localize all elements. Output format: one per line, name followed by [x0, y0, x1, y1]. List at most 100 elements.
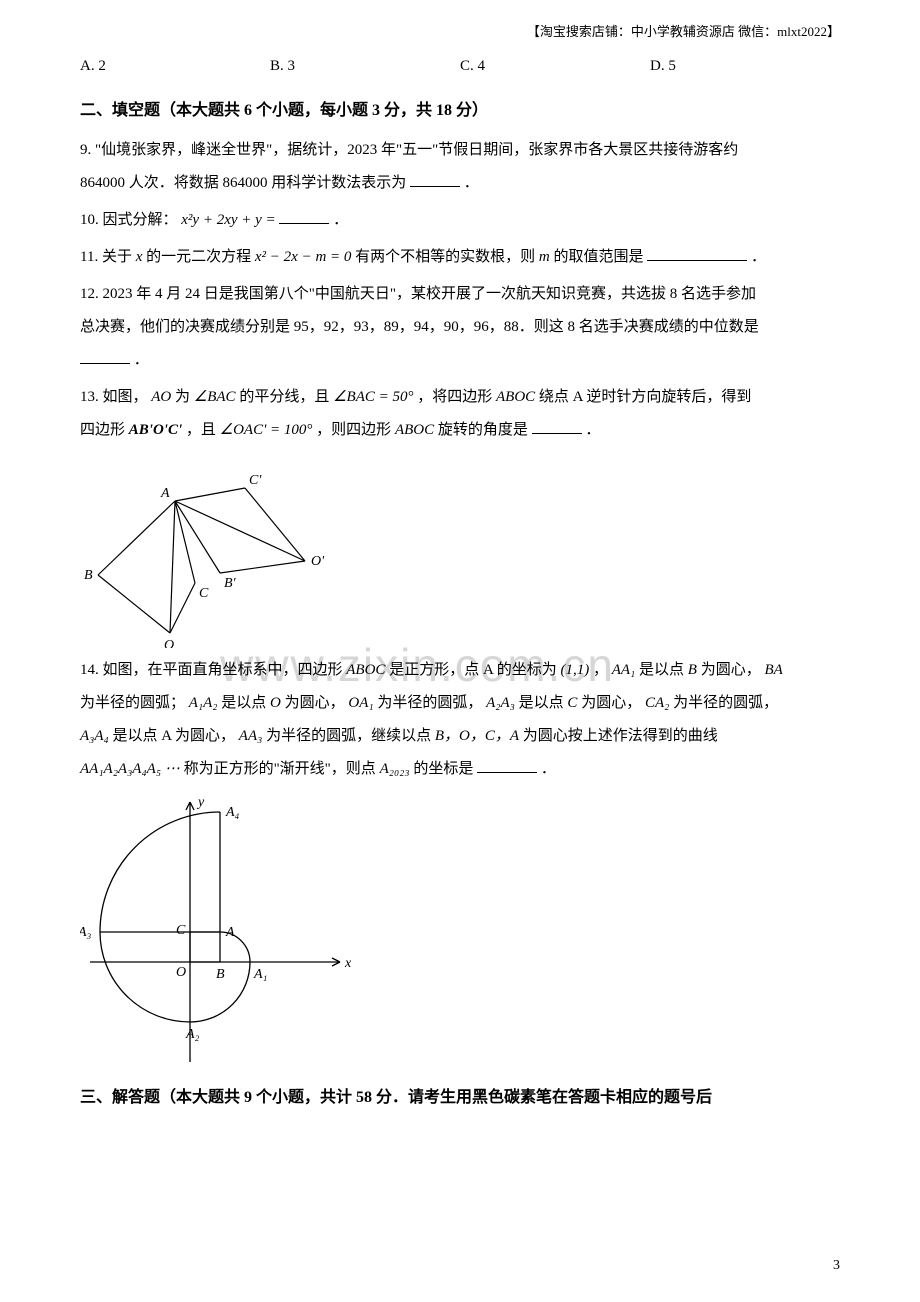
- option-c: C. 4: [460, 50, 650, 83]
- q14-CA2: CA₂: [645, 695, 669, 711]
- q14-p: 的坐标是: [413, 761, 473, 777]
- q13-f: ，且: [186, 422, 220, 438]
- q9-line2b: ．: [464, 175, 479, 191]
- q13-ABOC: ABOC: [496, 389, 535, 405]
- question-9: 9. "仙境张家界，峰迷全世界"，据统计，2023 年"五一"节假日期间，张家界…: [80, 134, 840, 200]
- q13-c: 的平分线，且: [239, 389, 333, 405]
- q13-ABOC3: ABOC: [395, 422, 434, 438]
- svg-text:O: O: [176, 965, 186, 980]
- q10-b: ．: [333, 212, 348, 228]
- q11-d: 的取值范围是: [554, 249, 644, 265]
- section-2-heading: 二、填空题（本大题共 6 个小题，每小题 3 分，共 18 分）: [80, 93, 840, 128]
- q14-e: 为圆心，: [701, 662, 761, 678]
- q14-C: C: [567, 695, 577, 711]
- q14-q: ．: [541, 761, 556, 777]
- q14-AA3: AA₃: [239, 728, 263, 744]
- svg-text:A₁: A₁: [253, 967, 267, 982]
- q14-c: ，: [593, 662, 608, 678]
- q13-g: ，则四边形: [316, 422, 395, 438]
- q14-B: B: [688, 662, 697, 678]
- question-12: 12. 2023 年 4 月 24 日是我国第八个"中国航天日"，某校开展了一次…: [80, 278, 840, 377]
- q10-a: 10. 因式分解：: [80, 212, 178, 228]
- q13-blank: [532, 419, 582, 434]
- q14-O: O: [270, 695, 281, 711]
- page-number: 3: [833, 1251, 840, 1282]
- q13-i: ．: [585, 422, 600, 438]
- header-store-notice: 【淘宝搜索店铺：中小学教辅资源店 微信：mlxt2022】: [527, 18, 840, 47]
- figure-14: xyOABCA₁A₂A₃A₄: [80, 792, 360, 1072]
- q12-line3: ．: [134, 352, 149, 368]
- q14-d: 是以点: [639, 662, 688, 678]
- q13-e: 绕点 A 逆时针方向旋转后，得到: [539, 389, 752, 405]
- q11-expr: x² − 2x − m = 0: [255, 249, 352, 265]
- q13-a: 13. 如图，: [80, 389, 148, 405]
- option-a: A. 2: [80, 50, 270, 83]
- q14-line2a: 为半径的圆弧；: [80, 695, 185, 711]
- q14-b: 是正方形，点 A 的坐标为: [389, 662, 560, 678]
- q14-BA: BA: [764, 662, 782, 678]
- q13-b: 为: [175, 389, 194, 405]
- q11-b: 的一元二次方程: [146, 249, 255, 265]
- svg-text:O': O': [311, 554, 325, 569]
- q14-n: 为圆心按上述作法得到的曲线: [523, 728, 718, 744]
- question-11: 11. 关于 x 的一元二次方程 x² − 2x − m = 0 有两个不相等的…: [80, 241, 840, 274]
- svg-text:C: C: [199, 586, 209, 601]
- q14-arc2: A₁A₂: [189, 695, 218, 711]
- q14-j: 为圆心，: [581, 695, 641, 711]
- q14-OA1: OA₁: [348, 695, 373, 711]
- q9-blank: [410, 172, 460, 187]
- q13-ang2: ∠BAC = 50°: [333, 389, 413, 405]
- q9-line1: 9. "仙境张家界，峰迷全世界"，据统计，2023 年"五一"节假日期间，张家界…: [80, 142, 738, 158]
- q14-blank: [477, 758, 537, 773]
- option-d: D. 5: [650, 50, 840, 83]
- q13-ang3: ∠OAC' = 100°: [220, 422, 313, 438]
- svg-text:A: A: [225, 925, 235, 940]
- svg-text:x: x: [344, 956, 352, 971]
- q13-h: 旋转的角度是: [438, 422, 528, 438]
- q14-o: 称为正方形的"渐开线"，则点: [184, 761, 380, 777]
- q14-ABOC: ABOC: [346, 662, 385, 678]
- q14-pts: B，O，C，A: [435, 728, 519, 744]
- q11-m: m: [539, 249, 550, 265]
- q14-arc4: A₃A₄: [80, 728, 109, 744]
- q10-blank: [279, 209, 329, 224]
- q13-ang: ∠BAC: [194, 389, 236, 405]
- q14-l: 是以点 A 为圆心，: [113, 728, 236, 744]
- q14-f: 是以点: [221, 695, 270, 711]
- q13-d: ，将四边形: [417, 389, 496, 405]
- svg-text:C': C': [249, 473, 262, 488]
- q11-e: ．: [751, 249, 766, 265]
- q9-line2a: 864000 人次．将数据 864000 用科学计数法表示为: [80, 175, 406, 191]
- q14-A2023: A₂₀₂₃: [380, 761, 410, 777]
- q11-a: 11. 关于: [80, 249, 136, 265]
- q11-c: 有两个不相等的实数根，则: [355, 249, 539, 265]
- q14-arc1: AA₁: [612, 662, 636, 678]
- svg-text:O: O: [164, 638, 174, 648]
- q14-i: 是以点: [519, 695, 568, 711]
- q13-ABOC2: AB'O'C': [129, 422, 182, 438]
- question-14: 14. 如图，在平面直角坐标系中，四边形 ABOC 是正方形，点 A 的坐标为 …: [80, 654, 840, 786]
- figure-13: A B C O B' O' C': [80, 453, 340, 648]
- q11-blank: [647, 246, 747, 261]
- q14-m: 为半径的圆弧，继续以点: [266, 728, 435, 744]
- q14-k: 为半径的圆弧，: [673, 695, 778, 711]
- q12-blank: [80, 349, 130, 364]
- section-3-heading: 三、解答题（本大题共 9 个小题，共计 58 分．请考生用黑色碳素笔在答题卡相应…: [80, 1080, 840, 1115]
- q13-line2a: 四边形: [80, 422, 129, 438]
- svg-text:B': B': [224, 576, 237, 591]
- svg-text:A: A: [160, 486, 170, 501]
- q14-coord: (1,1): [560, 662, 589, 678]
- svg-text:B: B: [216, 967, 225, 982]
- mc-options-row: A. 2 B. 3 C. 4 D. 5: [80, 50, 840, 83]
- svg-text:A₄: A₄: [225, 805, 240, 820]
- q10-expr: x²y + 2xy + y =: [181, 212, 279, 228]
- q14-g: 为圆心，: [285, 695, 345, 711]
- q12-line1: 12. 2023 年 4 月 24 日是我国第八个"中国航天日"，某校开展了一次…: [80, 286, 756, 302]
- q12-line2: 总决赛，他们的决赛成绩分别是 95，92，93，89，94，90，96，88．则…: [80, 319, 759, 335]
- svg-text:A₂: A₂: [185, 1027, 200, 1042]
- q13-AO: AO: [151, 389, 171, 405]
- svg-text:B: B: [84, 568, 93, 583]
- q14-line4a: AA₁A₂A₃A₄A₅ ⋯: [80, 761, 180, 777]
- q11-x: x: [136, 249, 143, 265]
- option-b: B. 3: [270, 50, 460, 83]
